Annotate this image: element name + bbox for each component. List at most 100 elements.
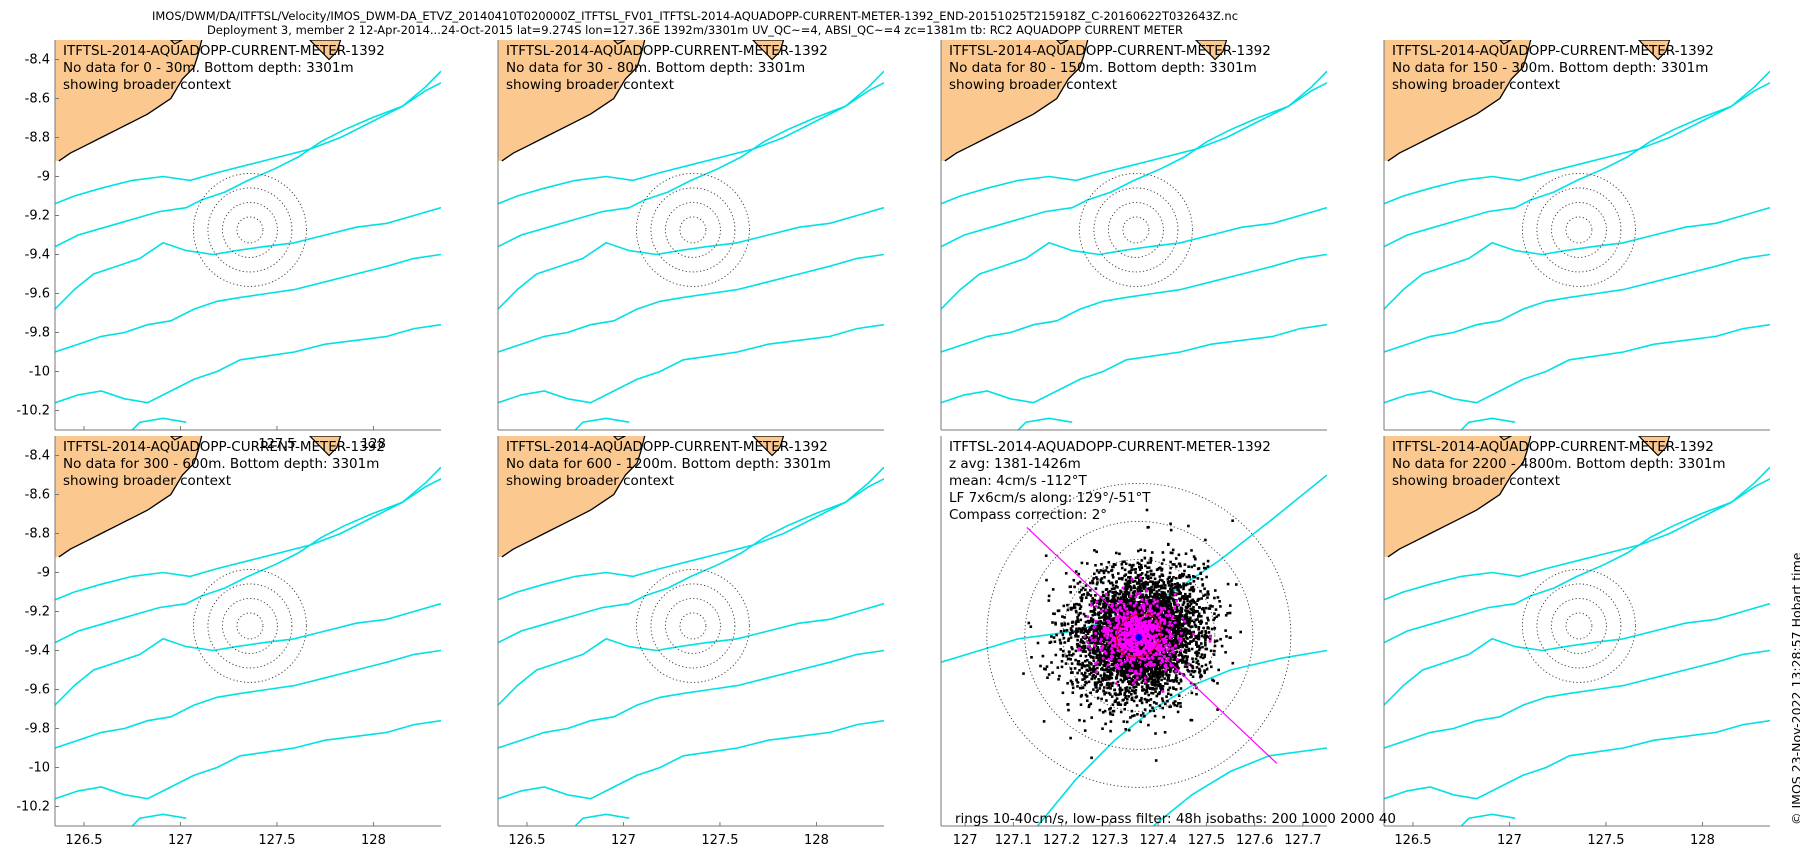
isobath-line-3 bbox=[55, 253, 441, 353]
x-tick-label: 126.5 bbox=[508, 833, 545, 848]
y-tick-label: -8.8 bbox=[25, 527, 50, 542]
speed-ring-3 bbox=[650, 187, 736, 273]
title-line-2: Deployment 3, member 2 12-Apr-2014...24-… bbox=[206, 23, 1184, 37]
coastline bbox=[501, 436, 646, 558]
isobath-line-5 bbox=[574, 417, 630, 430]
isobath-line-2 bbox=[1152, 747, 1327, 826]
x-tick-label: 128 bbox=[361, 833, 386, 848]
speed-ring-4 bbox=[192, 568, 307, 683]
isobath-line-2 bbox=[1384, 206, 1770, 310]
speed-ring-3 bbox=[207, 187, 293, 273]
x-tick-label: 126.5 bbox=[65, 833, 102, 848]
island-1 bbox=[1498, 40, 1512, 45]
speed-ring-1 bbox=[679, 216, 707, 244]
coastline bbox=[501, 40, 646, 162]
panel-p4: ITFTSL-2014-AQUADOPP-CURRENT-METER-1392N… bbox=[1383, 40, 1770, 431]
isobath-line-2 bbox=[498, 602, 884, 706]
island-0 bbox=[308, 40, 342, 61]
land-area bbox=[498, 436, 645, 557]
isobath-line-1 bbox=[498, 478, 884, 644]
isobath-line-3 bbox=[55, 649, 441, 749]
title-line-1: IMOS/DWM/DA/ITFTSL/Velocity/IMOS_DWM-DA_… bbox=[151, 9, 1239, 23]
speed-ring-1 bbox=[236, 612, 264, 640]
x-tick-label: 127.7 bbox=[1284, 833, 1321, 848]
island-1 bbox=[169, 40, 183, 45]
island-0 bbox=[1194, 40, 1228, 61]
panel-label-line: ITFTSL-2014-AQUADOPP-CURRENT-METER-1392 bbox=[63, 43, 385, 59]
isobath-line-2 bbox=[498, 206, 884, 310]
x-tick-label: 128 bbox=[361, 437, 386, 452]
coastline bbox=[1387, 40, 1532, 162]
speed-ring-40 bbox=[986, 482, 1292, 788]
speed-ring-2 bbox=[1107, 201, 1164, 258]
y-tick-label: -8.4 bbox=[25, 449, 50, 464]
island-0 bbox=[1637, 40, 1671, 61]
panel-p6: ITFTSL-2014-AQUADOPP-CURRENT-METER-1392N… bbox=[497, 436, 884, 848]
speed-ring-2 bbox=[664, 597, 721, 654]
y-tick-label: -8.4 bbox=[25, 53, 50, 68]
speed-ring-4 bbox=[635, 568, 750, 683]
panel-label-line: showing broader context bbox=[506, 473, 674, 489]
y-tick-label: -9.8 bbox=[25, 722, 50, 737]
x-tick-label: 127.5 bbox=[1188, 833, 1225, 848]
y-tick-label: -9.2 bbox=[25, 605, 50, 620]
panel-label-line: ITFTSL-2014-AQUADOPP-CURRENT-METER-1392 bbox=[1392, 43, 1714, 59]
panel-label-line: showing broader context bbox=[1392, 473, 1560, 489]
y-tick-label: -9.2 bbox=[25, 209, 50, 224]
panel-label-line: No data for 600 - 1200m. Bottom depth: 3… bbox=[506, 456, 831, 472]
isobath-line-2 bbox=[55, 602, 441, 706]
y-tick-label: -10.2 bbox=[16, 404, 50, 419]
isobath-line-1 bbox=[498, 82, 884, 248]
y-tick-label: -9.4 bbox=[25, 248, 50, 263]
speed-ring-1 bbox=[236, 216, 264, 244]
y-tick-label: -9.8 bbox=[25, 326, 50, 341]
speed-ring-4 bbox=[1078, 172, 1193, 287]
isobath-line-0 bbox=[55, 70, 441, 205]
isobath-line-4 bbox=[498, 323, 884, 404]
y-tick-label: -9.6 bbox=[25, 287, 50, 302]
isobath-line-4 bbox=[55, 323, 441, 404]
speed-ring-3 bbox=[1536, 583, 1622, 669]
panel-label-line: LF 7x6cm/s along: 129°/-51°T bbox=[949, 490, 1151, 506]
panel-label-line: No data for 150 - 300m. Bottom depth: 33… bbox=[1392, 60, 1708, 76]
island-0 bbox=[751, 40, 785, 61]
speed-ring-4 bbox=[192, 172, 307, 287]
x-tick-label: 128 bbox=[804, 833, 829, 848]
isobath-line-3 bbox=[1384, 253, 1770, 353]
x-tick-label: 128 bbox=[1690, 833, 1715, 848]
panel-label-line: No data for 80 - 150m. Bottom depth: 330… bbox=[949, 60, 1257, 76]
panel-p7: ITFTSL-2014-AQUADOPP-CURRENT-METER-1392z… bbox=[940, 436, 1327, 848]
x-tick-label: 127.5 bbox=[1587, 833, 1624, 848]
isobath-line-0 bbox=[1384, 70, 1770, 205]
isobath-line-1 bbox=[1384, 478, 1770, 644]
x-tick-label: 127 bbox=[1497, 833, 1522, 848]
y-tick-label: -9 bbox=[37, 566, 50, 581]
isobath-line-0 bbox=[55, 466, 441, 601]
isobath-line-2 bbox=[1384, 602, 1770, 706]
panel-label-line: showing broader context bbox=[1392, 77, 1560, 93]
panel-label-line: ITFTSL-2014-AQUADOPP-CURRENT-METER-1392 bbox=[506, 439, 828, 455]
mean-velocity-marker bbox=[1135, 633, 1143, 641]
y-tick-label: -8.6 bbox=[25, 92, 50, 107]
land-area bbox=[55, 436, 202, 557]
isobath-line-3 bbox=[498, 253, 884, 353]
isobath-line-0 bbox=[941, 70, 1327, 205]
panel-p3: ITFTSL-2014-AQUADOPP-CURRENT-METER-1392N… bbox=[940, 40, 1327, 431]
panel-label-line: showing broader context bbox=[949, 77, 1117, 93]
speed-ring-4 bbox=[1521, 172, 1636, 287]
isobath-line-5 bbox=[1460, 417, 1516, 430]
coastline bbox=[1387, 436, 1532, 558]
panel-label-line: ITFTSL-2014-AQUADOPP-CURRENT-METER-1392 bbox=[1392, 439, 1714, 455]
island-0 bbox=[751, 436, 785, 457]
island-1 bbox=[1498, 436, 1512, 441]
y-tick-label: -10 bbox=[29, 365, 50, 380]
panel-p5: ITFTSL-2014-AQUADOPP-CURRENT-METER-1392N… bbox=[16, 436, 441, 848]
land-area bbox=[498, 40, 645, 161]
panel-label-line: z avg: 1381-1426m bbox=[949, 456, 1081, 472]
speed-ring-1 bbox=[1122, 216, 1150, 244]
along-axis-line bbox=[1026, 526, 1278, 764]
panel-p8: ITFTSL-2014-AQUADOPP-CURRENT-METER-1392N… bbox=[1383, 436, 1770, 848]
isobath-line-1 bbox=[1384, 82, 1770, 248]
isobath-line-5 bbox=[1460, 813, 1516, 826]
